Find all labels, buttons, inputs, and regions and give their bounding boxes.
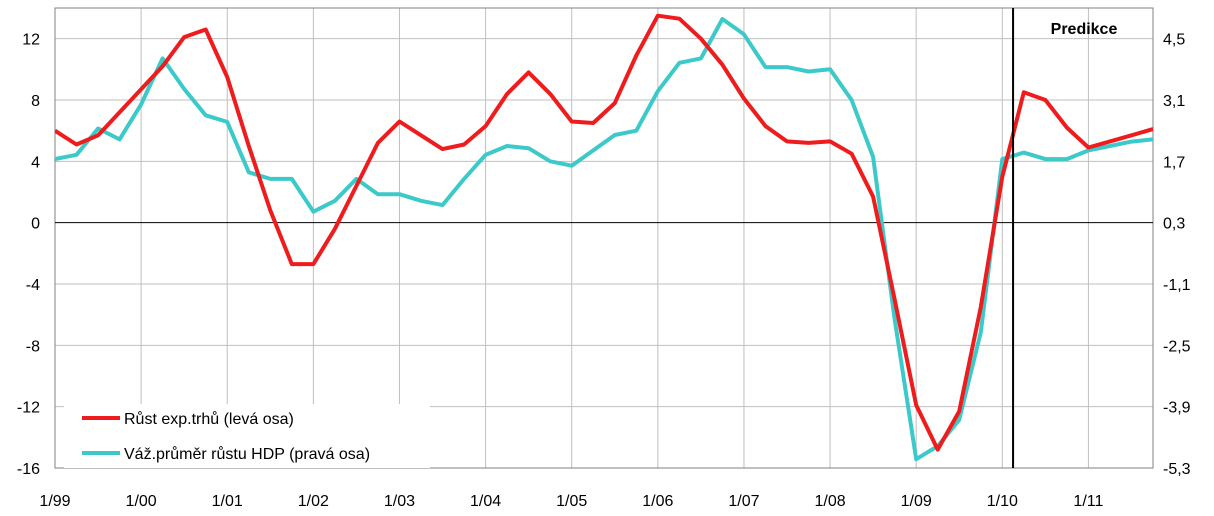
left-tick-label: -16 <box>17 461 40 478</box>
x-tick-label: 1/02 <box>298 493 329 510</box>
x-tick-label: 1/09 <box>901 493 932 510</box>
right-axis-ticks: 4,5 3,1 1,7 0,3 -1,1 -2,5 -3,9 -5,3 <box>1163 32 1191 478</box>
right-tick-label: 3,1 <box>1163 93 1185 110</box>
right-tick-label: -1,1 <box>1163 277 1191 294</box>
plot-frame <box>54 7 1154 469</box>
prediction-label: Predikce <box>1051 21 1118 38</box>
prediction-annotation: Predikce <box>1012 8 1118 468</box>
x-tick-label: 1/08 <box>814 493 845 510</box>
left-tick-label: 4 <box>31 154 40 171</box>
right-tick-label: -2,5 <box>1163 338 1191 355</box>
left-tick-label: 8 <box>31 93 40 110</box>
left-tick-label: -4 <box>26 277 40 294</box>
x-tick-label: 1/10 <box>987 493 1018 510</box>
right-tick-label: -3,9 <box>1163 400 1191 417</box>
axes <box>54 7 1154 469</box>
x-tick-label: 1/03 <box>384 493 415 510</box>
right-tick-label: -5,3 <box>1163 461 1191 478</box>
left-tick-label: 12 <box>22 32 40 49</box>
series-line-export-markets <box>55 13 1153 452</box>
x-tick-label: 1/05 <box>556 493 587 510</box>
legend-label: Váž.průměr růstu HDP (pravá osa) <box>124 445 370 463</box>
left-axis-ticks: 12 8 4 0 -4 -8 -12 -16 <box>17 32 40 478</box>
x-tick-label: 1/00 <box>126 493 157 510</box>
legend-box <box>64 404 430 468</box>
x-tick-label: 1/04 <box>470 493 501 510</box>
left-tick-label: 0 <box>31 216 40 233</box>
right-tick-label: 4,5 <box>1163 32 1185 49</box>
x-tick-label: 1/01 <box>212 493 243 510</box>
right-tick-label: 0,3 <box>1163 216 1185 233</box>
series-layer <box>55 13 1153 462</box>
vertical-gridlines <box>140 8 1089 468</box>
x-tick-label: 1/07 <box>728 493 759 510</box>
left-tick-label: -12 <box>17 400 40 417</box>
legend-label: Růst exp.trhů (levá osa) <box>124 410 294 428</box>
right-tick-label: 1,7 <box>1163 154 1185 171</box>
left-tick-label: -8 <box>26 338 40 355</box>
series-line-gdp-average <box>55 17 1153 462</box>
x-tick-label: 1/06 <box>642 493 673 510</box>
x-axis-ticks: 1/99 1/00 1/01 1/02 1/03 1/04 1/05 1/06 1/07 1/08… <box>39 493 1103 510</box>
x-tick-label: 1/99 <box>39 493 70 510</box>
x-tick-label: 1/11 <box>1073 493 1103 510</box>
legend: Růst exp.trhů (levá osa) Váž.průměr růstu… <box>64 404 430 468</box>
